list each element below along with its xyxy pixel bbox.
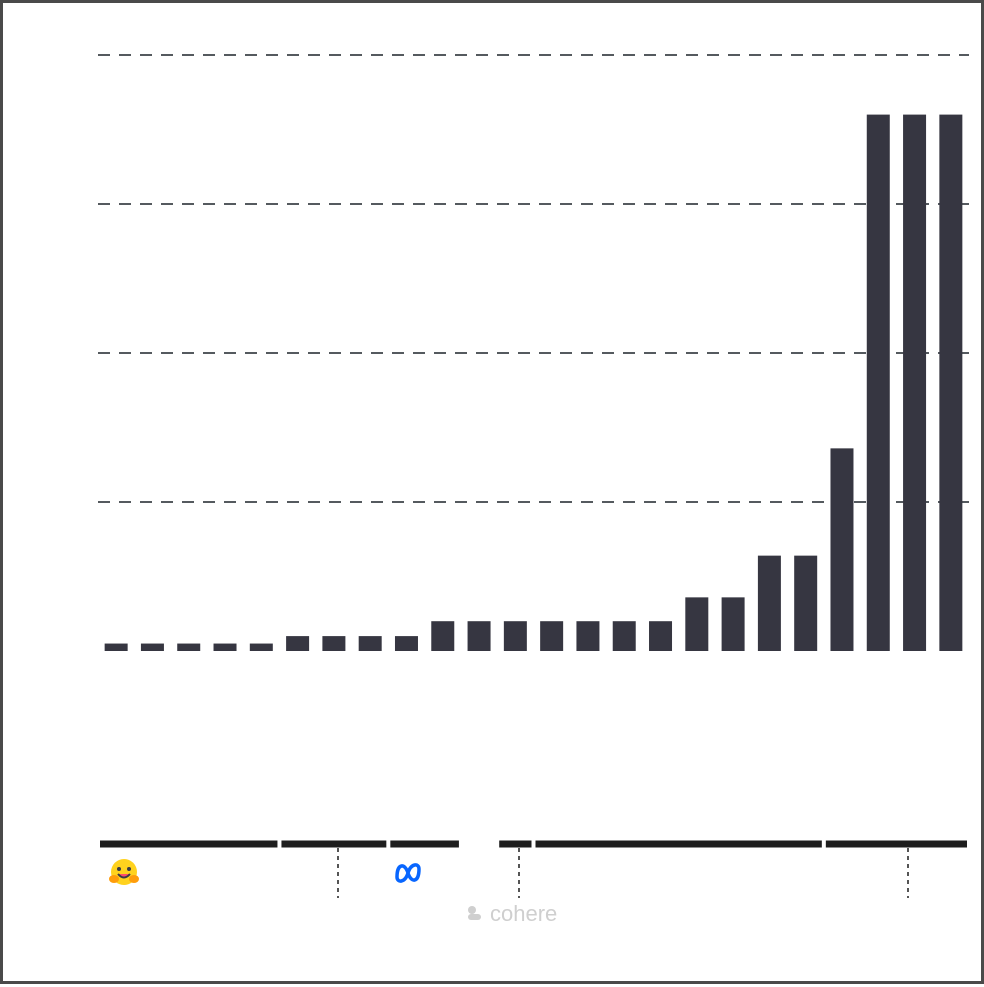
bar-12 [503, 621, 527, 651]
bar-22 [866, 114, 890, 652]
bar-18 [721, 597, 745, 651]
bar-16 [649, 621, 673, 651]
bar-11 [467, 621, 491, 651]
bar-8 [358, 636, 382, 651]
bar-17 [685, 597, 709, 651]
cohere-wordmark: cohere [490, 901, 557, 926]
hugging-face-label: hugging-face-icon [124, 871, 132, 873]
bar-7 [322, 636, 346, 651]
bar-2 [140, 643, 164, 651]
bar-21 [830, 448, 854, 651]
bar-14 [576, 621, 600, 651]
bar-chart: hugging-face-icon meta-icon cohere [98, 54, 969, 926]
bar-3 [177, 643, 201, 651]
bar-4 [213, 643, 237, 651]
bar-23 [903, 114, 927, 652]
hugging-face-icon: hugging-face-icon [109, 859, 139, 885]
bar-24 [939, 114, 963, 652]
bar-13 [540, 621, 564, 651]
cohere-icon-shape [468, 914, 481, 920]
bar-6 [286, 636, 310, 651]
bar-20 [794, 555, 818, 651]
bars [104, 114, 963, 652]
bar-1 [104, 643, 128, 651]
cohere-logo: cohere [468, 901, 557, 926]
gridlines [98, 54, 969, 503]
group-brackets [100, 840, 967, 898]
bar-9 [394, 636, 418, 651]
bar-5 [249, 643, 273, 651]
bar-10 [431, 621, 455, 651]
bar-19 [757, 555, 781, 651]
cohere-icon [468, 906, 476, 914]
meta-icon: meta-icon [395, 863, 421, 883]
bar-15 [612, 621, 636, 651]
